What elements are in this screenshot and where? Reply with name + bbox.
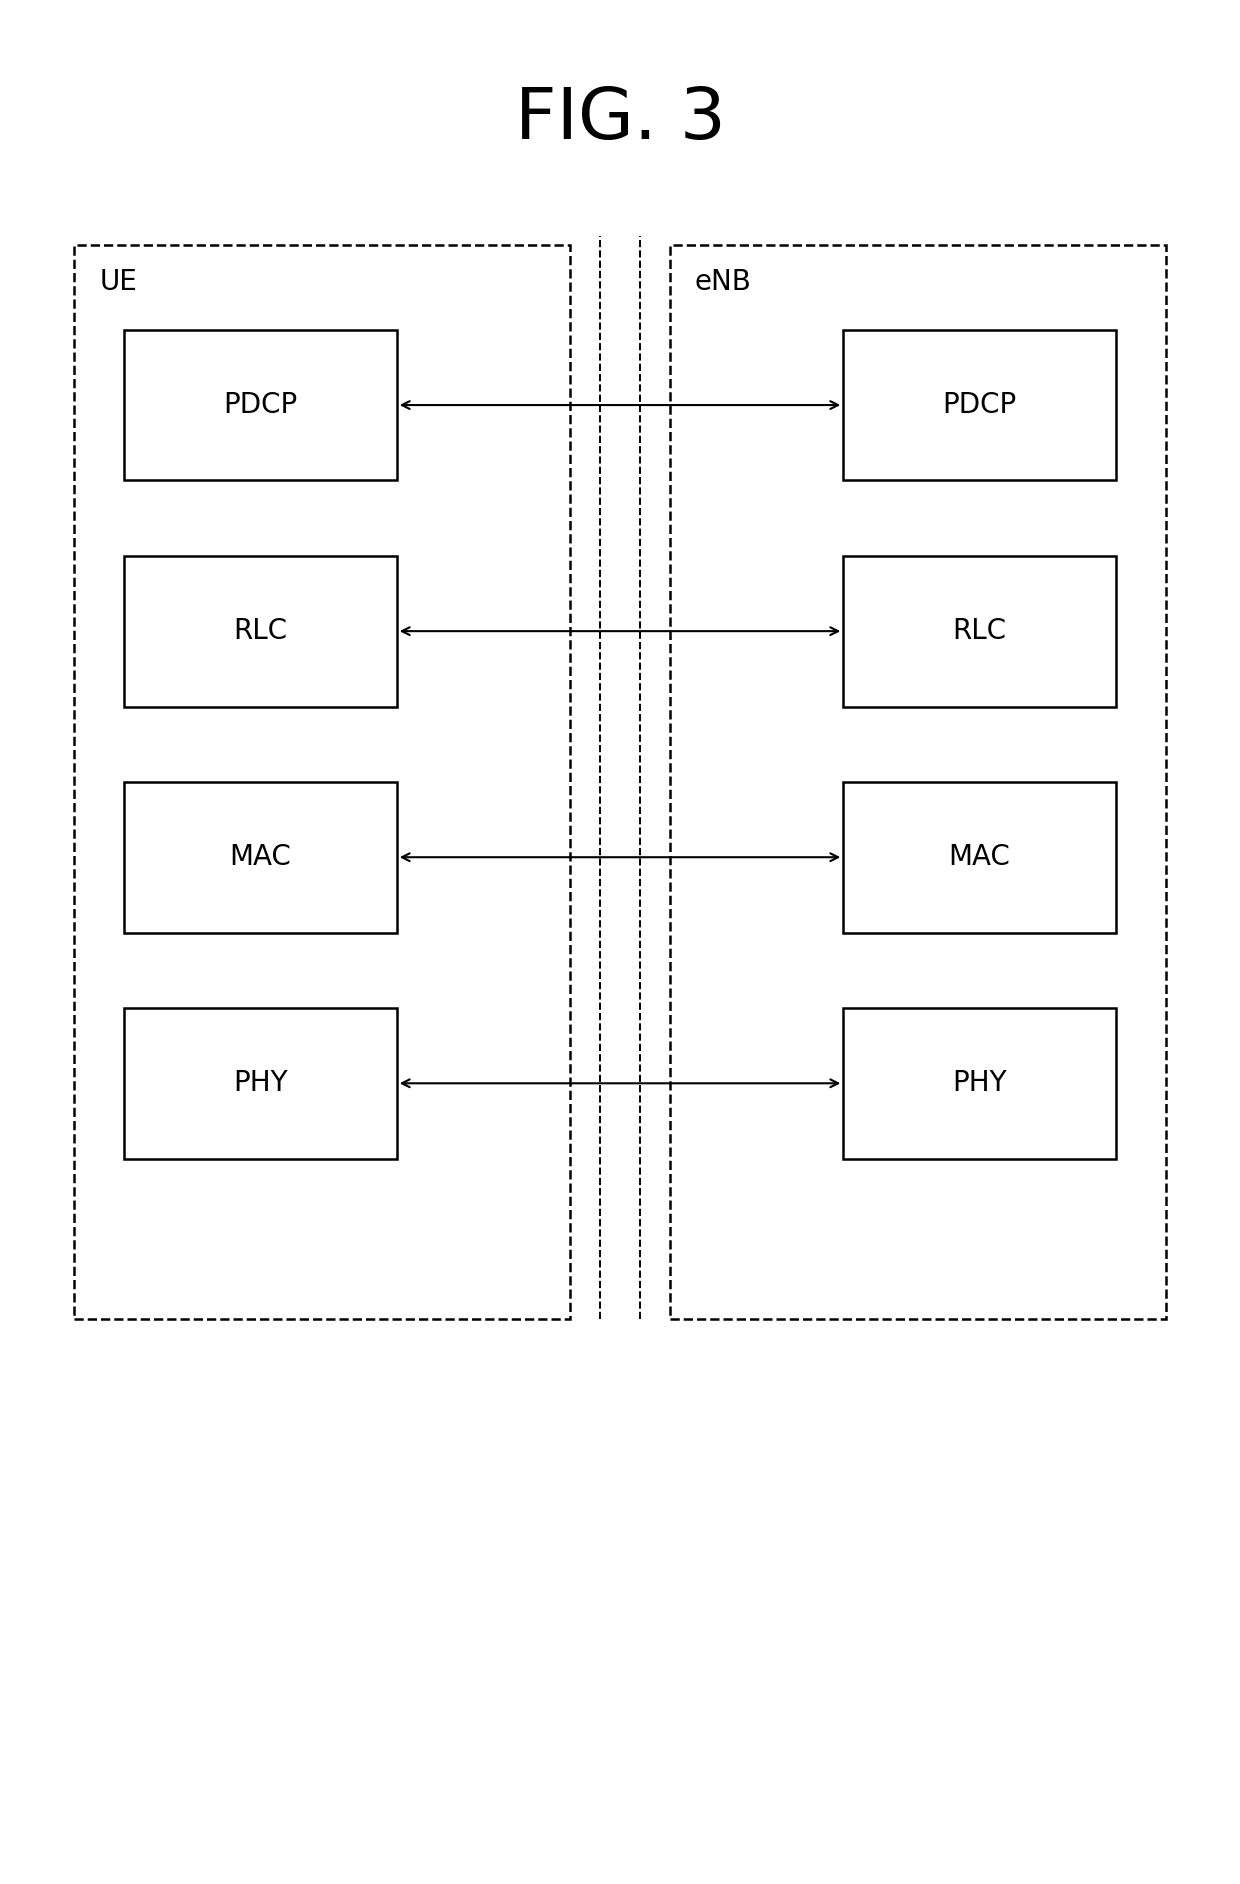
Text: MAC: MAC [229, 844, 291, 870]
Bar [124, 556, 397, 706]
Bar [843, 556, 1116, 706]
Text: RLC: RLC [952, 618, 1007, 644]
Bar [124, 1008, 397, 1159]
Bar [843, 330, 1116, 480]
Bar [124, 330, 397, 480]
Text: MAC: MAC [949, 844, 1011, 870]
Text: eNB: eNB [694, 268, 751, 296]
Bar [670, 245, 1166, 1319]
Bar [74, 245, 570, 1319]
Text: PHY: PHY [952, 1070, 1007, 1096]
Text: FIG. 3: FIG. 3 [515, 85, 725, 154]
Text: PDCP: PDCP [942, 392, 1017, 418]
Bar [843, 1008, 1116, 1159]
Bar [843, 782, 1116, 933]
Text: UE: UE [99, 268, 138, 296]
Text: RLC: RLC [233, 618, 288, 644]
Text: PHY: PHY [233, 1070, 288, 1096]
Text: PDCP: PDCP [223, 392, 298, 418]
Bar [124, 782, 397, 933]
